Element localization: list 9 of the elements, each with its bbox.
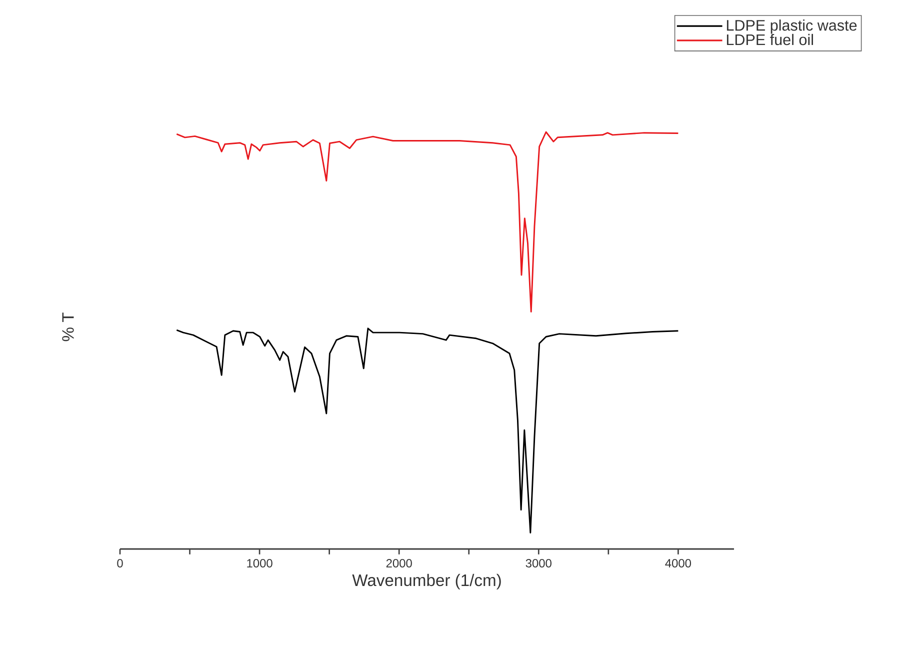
x-tick-label: 2000 xyxy=(386,559,412,568)
x-tick-label: 3000 xyxy=(526,559,552,568)
y-axis-title: % T xyxy=(62,312,74,342)
x-tick-label: 4000 xyxy=(665,559,692,568)
x-tick-label: 0 xyxy=(117,559,123,568)
x-tick-label: 1000 xyxy=(247,559,272,568)
legend-label: LDPE fuel oil xyxy=(726,34,813,46)
x-axis-title: Wavenumber (1/cm) xyxy=(352,574,501,590)
legend-label: LDPE plastic waste xyxy=(726,20,857,34)
